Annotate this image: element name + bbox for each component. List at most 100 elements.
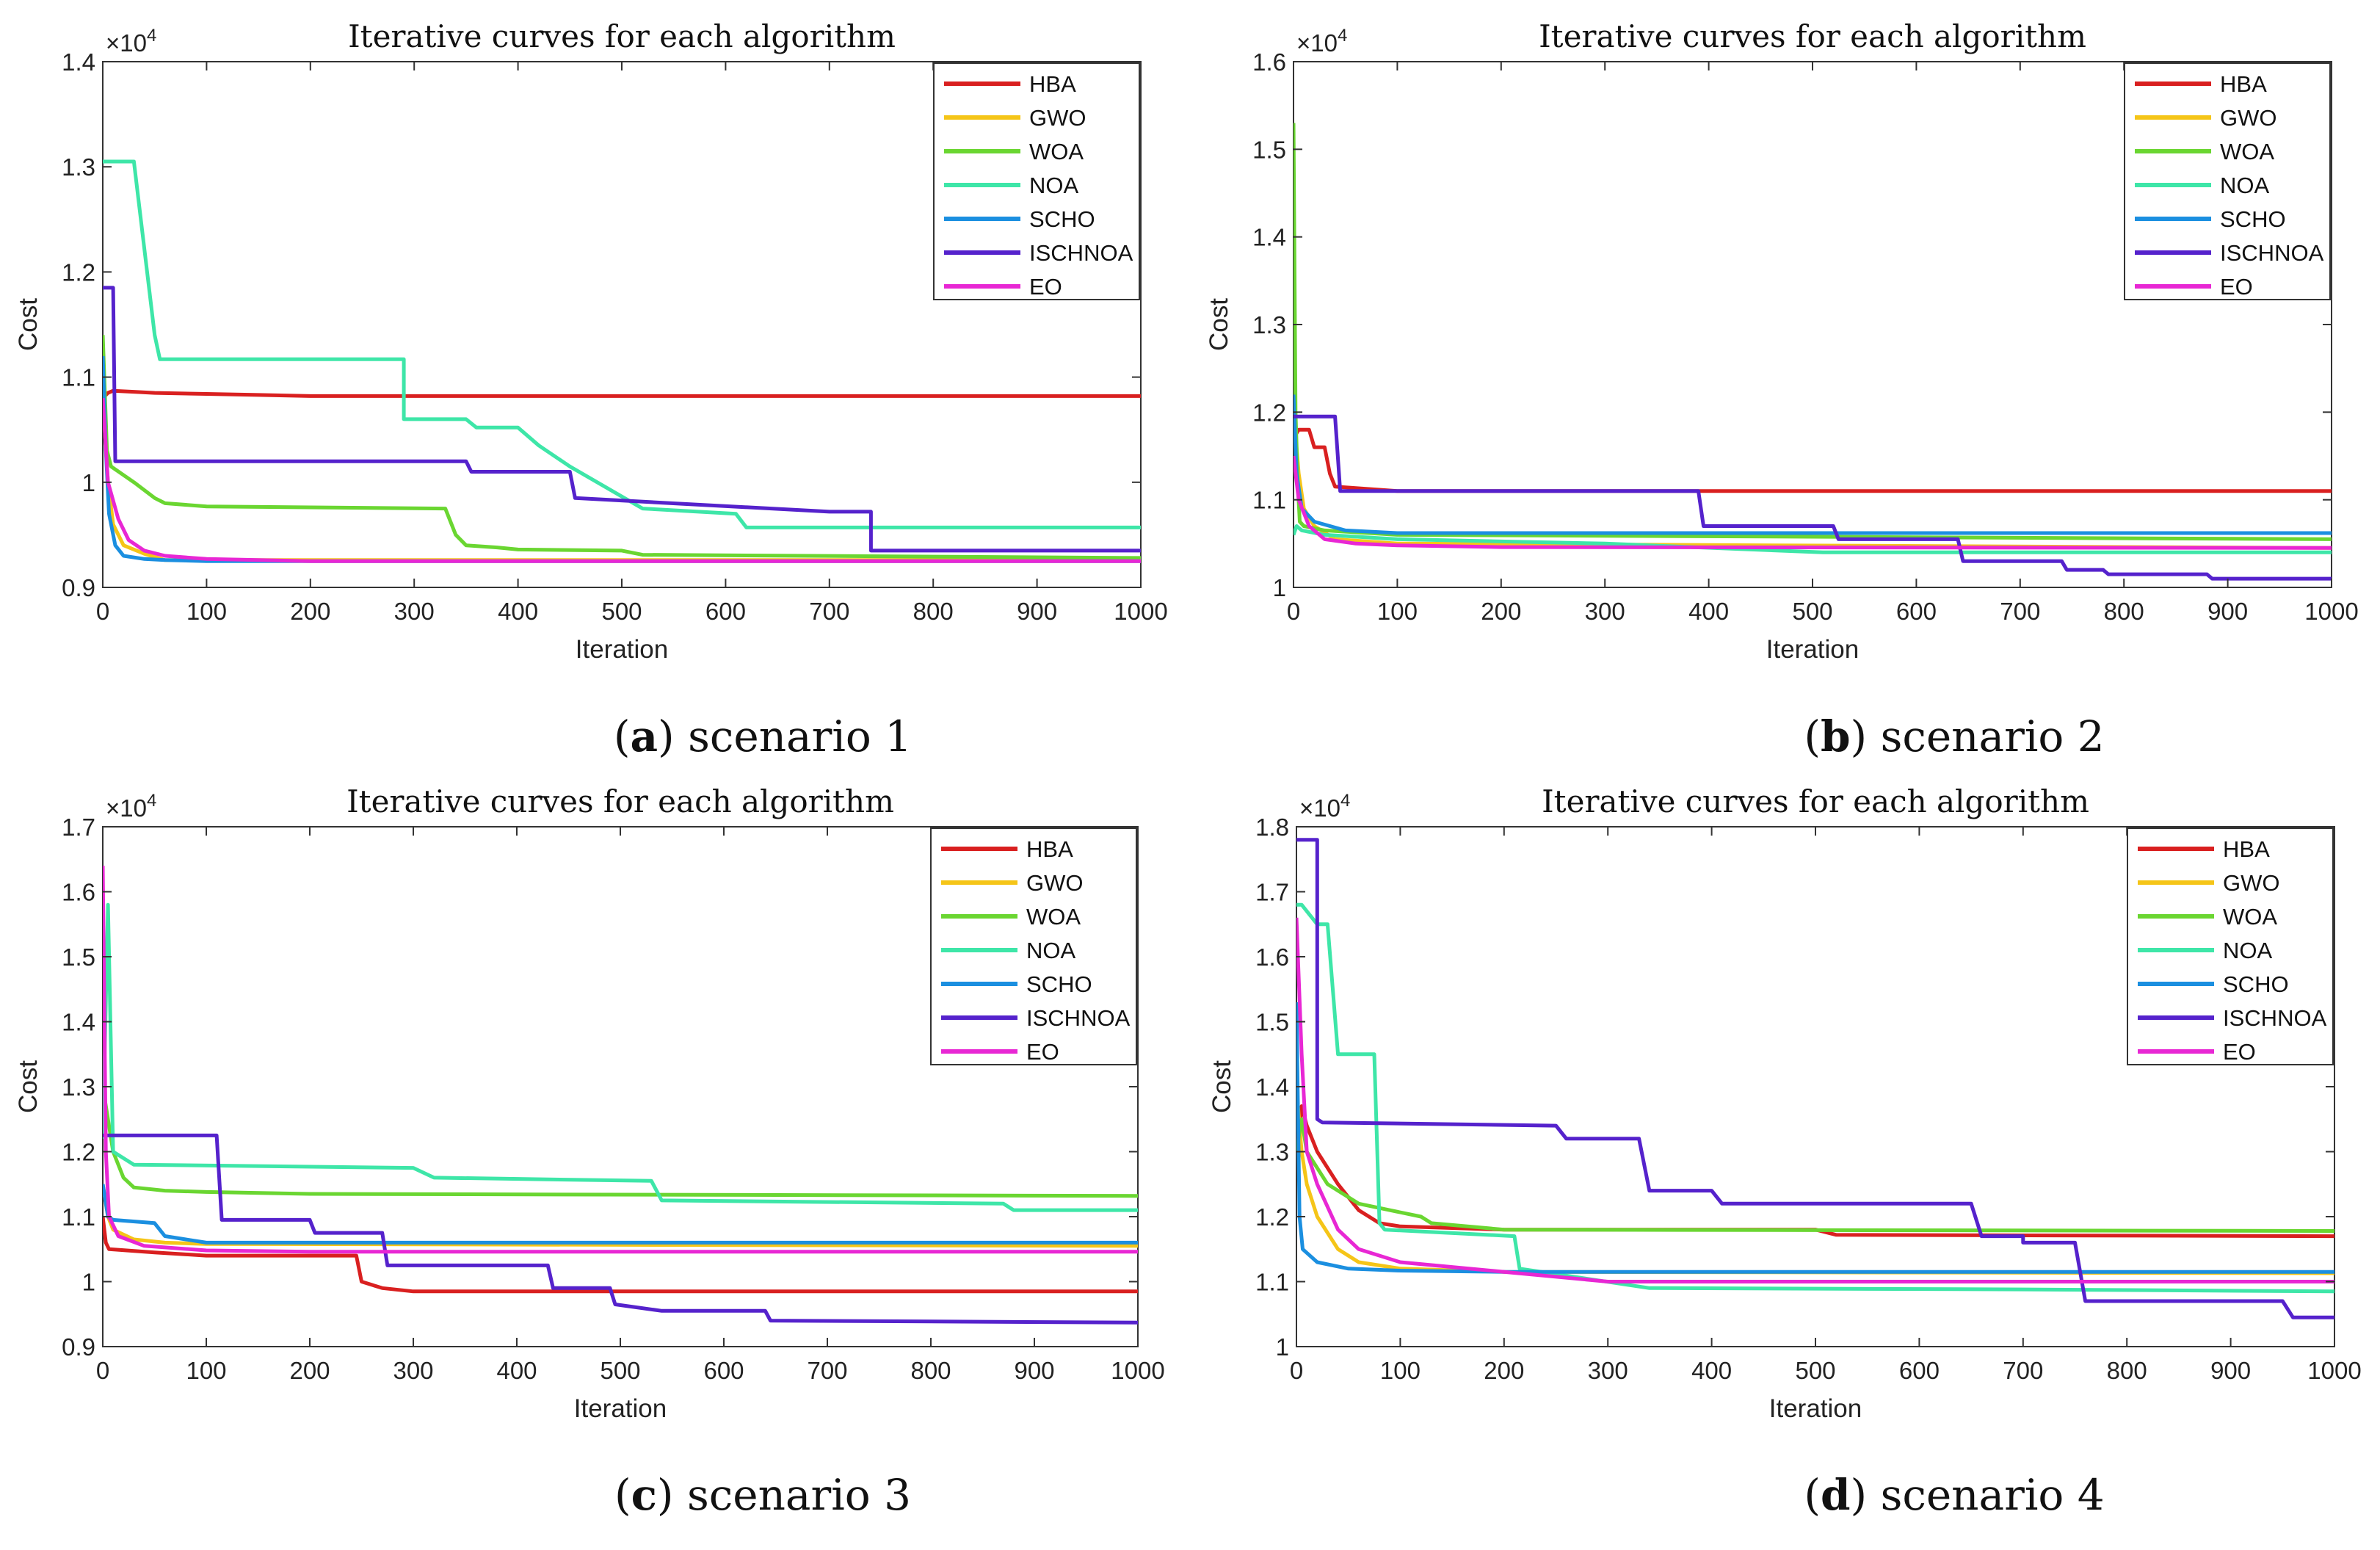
panel-caption: (b) scenario 2 xyxy=(1804,711,2104,761)
legend-label-ischnoa: ISCHNOA xyxy=(1029,240,1133,266)
legend-label-hba: HBA xyxy=(1029,71,1076,97)
legend-label-hba: HBA xyxy=(2220,71,2267,97)
x-tick-label: 100 xyxy=(186,598,227,625)
x-tick-label: 200 xyxy=(1484,1357,1524,1384)
chart-title: Iterative curves for each algorithm xyxy=(1542,783,2089,819)
legend-label-noa: NOA xyxy=(2220,173,2270,198)
y-axis-label: Cost xyxy=(14,1060,43,1113)
y-axis-exponent: ×104 xyxy=(1299,791,1350,822)
y-tick-label: 1.6 xyxy=(1255,944,1289,971)
chart-title: Iterative curves for each algorithm xyxy=(348,18,896,54)
y-tick-label: 1.4 xyxy=(1255,1073,1289,1101)
y-tick-label: 1.3 xyxy=(1255,1139,1289,1166)
x-tick-label: 300 xyxy=(394,598,435,625)
y-tick-label: 1.1 xyxy=(62,1203,95,1231)
panel-caption: (d) scenario 4 xyxy=(1804,1470,2104,1520)
legend: HBA GWO WOA NOA SCHO ISCHNOA EO xyxy=(2127,827,2334,1065)
series-group xyxy=(1294,123,2332,581)
x-tick-label: 1000 xyxy=(1111,1357,1164,1384)
legend-label-hba: HBA xyxy=(2223,836,2270,862)
x-tick-label: 700 xyxy=(807,1357,847,1384)
series-line-hba xyxy=(103,388,1141,399)
y-tick-label: 1.2 xyxy=(1252,399,1286,426)
y-tick-label: 1.6 xyxy=(1252,48,1286,76)
y-tick-label: 1.8 xyxy=(1255,814,1289,841)
y-tick-label: 1.1 xyxy=(1255,1269,1289,1296)
x-tick-label: 500 xyxy=(1792,598,1832,625)
panel-caption: (a) scenario 1 xyxy=(614,711,912,761)
x-axis-label: Iteration xyxy=(574,1394,667,1423)
chart-panel-b: 0 100 200 300 400 500 600 700 800 900 1000 1 1.1 1.2 1… xyxy=(1205,18,2359,761)
legend-box xyxy=(2127,827,2334,1065)
series-line-eo xyxy=(103,398,1141,563)
x-tick-label: 200 xyxy=(290,598,330,625)
series-line-noa xyxy=(103,159,1141,529)
x-tick-label: 300 xyxy=(1588,1357,1628,1384)
y-tick-label: 1 xyxy=(82,1269,95,1296)
x-tick-label: 100 xyxy=(1377,598,1418,625)
x-tick-label: 0 xyxy=(1287,598,1300,625)
x-tick-label: 700 xyxy=(809,598,849,625)
series-group xyxy=(1296,838,2334,1319)
x-axis-label: Iteration xyxy=(576,635,668,664)
x-tick-label: 600 xyxy=(1899,1357,1940,1384)
y-tick-label: 1 xyxy=(1276,1333,1289,1361)
legend: HBA GWO WOA NOA SCHO ISCHNOA EO xyxy=(2124,62,2331,300)
x-tick-label: 700 xyxy=(2003,1357,2043,1384)
x-tick-label: 0 xyxy=(96,1357,109,1384)
y-tick-label: 1.2 xyxy=(1255,1203,1289,1231)
y-tick-label: 1 xyxy=(82,469,95,496)
y-tick-label: 1.4 xyxy=(62,1009,95,1036)
panel-caption: (c) scenario 3 xyxy=(614,1470,911,1520)
legend-label-eo: EO xyxy=(2220,274,2253,300)
legend-label-woa: WOA xyxy=(1026,904,1081,930)
x-tick-label: 900 xyxy=(2210,1357,2251,1384)
series-line-ischnoa xyxy=(1296,838,2334,1319)
legend-label-noa: NOA xyxy=(1026,938,1076,963)
x-axis-label: Iteration xyxy=(1766,635,1859,664)
legend-label-hba: HBA xyxy=(1026,836,1073,862)
y-tick-label: 1.3 xyxy=(1252,311,1286,338)
legend-label-eo: EO xyxy=(1026,1039,1059,1065)
y-tick-label: 1.2 xyxy=(62,258,95,286)
series-line-eo xyxy=(103,866,1138,1254)
legend-label-eo: EO xyxy=(2223,1039,2256,1065)
x-tick-label: 400 xyxy=(1691,1357,1732,1384)
legend-label-noa: NOA xyxy=(1029,173,1079,198)
x-tick-label: 500 xyxy=(601,598,642,625)
series-line-woa xyxy=(103,1086,1138,1198)
legend-label-woa: WOA xyxy=(2223,904,2277,930)
x-tick-label: 800 xyxy=(913,598,954,625)
x-tick-label: 0 xyxy=(96,598,109,625)
x-tick-label: 600 xyxy=(705,598,746,625)
series-line-woa xyxy=(103,335,1141,560)
legend-label-noa: NOA xyxy=(2223,938,2273,963)
x-tick-label: 400 xyxy=(1688,598,1729,625)
x-tick-label: 900 xyxy=(1014,1357,1054,1384)
x-tick-label: 500 xyxy=(1795,1357,1835,1384)
x-tick-label: 1000 xyxy=(1114,598,1167,625)
legend-label-eo: EO xyxy=(1029,274,1062,300)
legend-label-ischnoa: ISCHNOA xyxy=(2223,1005,2327,1031)
legend-box xyxy=(933,62,1140,300)
series-group xyxy=(103,866,1138,1325)
chart-title: Iterative curves for each algorithm xyxy=(347,783,894,819)
x-tick-label: 800 xyxy=(2104,598,2144,625)
y-tick-label: 0.9 xyxy=(62,1333,95,1361)
y-axis-label: Cost xyxy=(1205,298,1233,351)
series-line-ischnoa xyxy=(103,1133,1138,1325)
x-tick-label: 800 xyxy=(2107,1357,2147,1384)
chart-title: Iterative curves for each algorithm xyxy=(1539,18,2086,54)
y-tick-label: 1.7 xyxy=(1255,879,1289,906)
legend-label-gwo: GWO xyxy=(2223,870,2280,896)
y-axis-label: Cost xyxy=(14,298,43,351)
x-tick-label: 1000 xyxy=(2304,598,2358,625)
legend-label-scho: SCHO xyxy=(1029,206,1095,232)
y-axis-label: Cost xyxy=(1208,1060,1236,1113)
x-tick-label: 300 xyxy=(393,1357,433,1384)
y-tick-label: 1.3 xyxy=(62,153,95,181)
series-line-noa xyxy=(103,902,1138,1212)
legend-label-ischnoa: ISCHNOA xyxy=(1026,1005,1131,1031)
legend: HBA GWO WOA NOA SCHO ISCHNOA EO xyxy=(930,827,1137,1065)
